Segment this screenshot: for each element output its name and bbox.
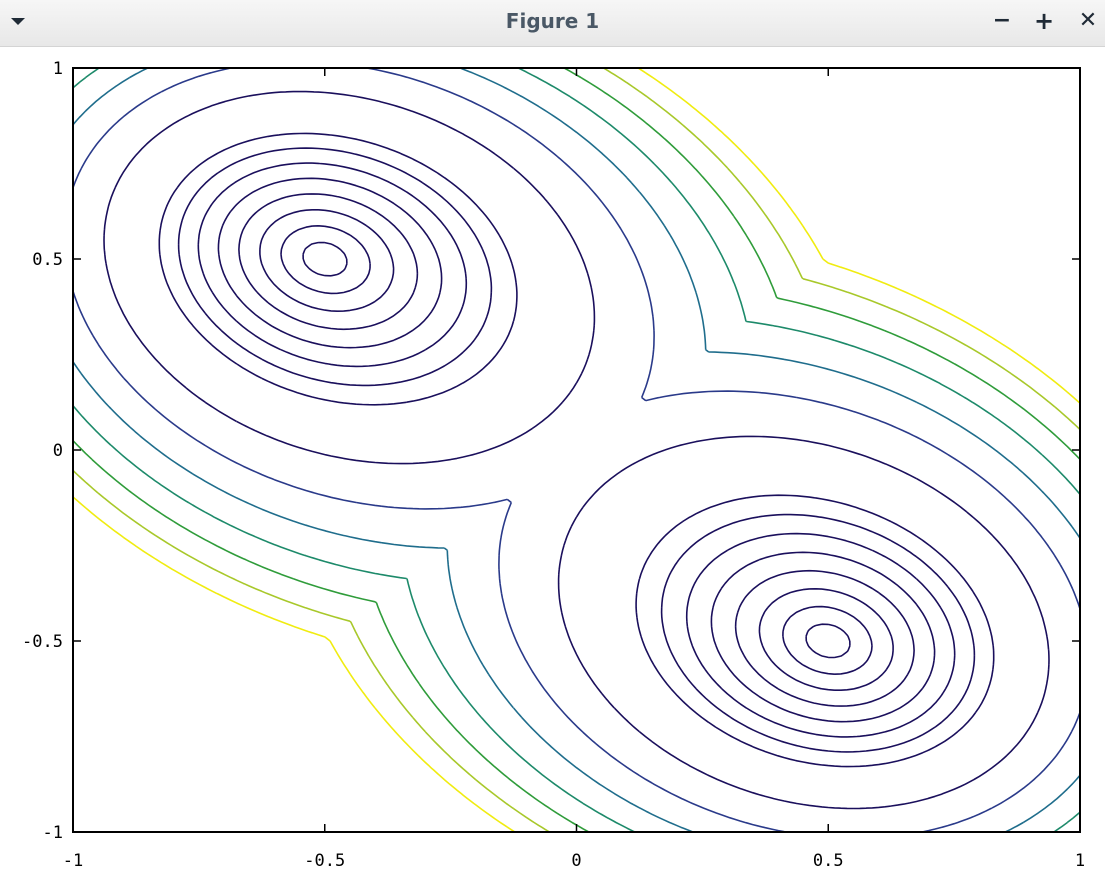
contour-line	[72, 67, 1081, 833]
triangle-down-icon[interactable]	[6, 10, 30, 34]
contour-line	[158, 132, 995, 768]
window-titlebar: Figure 1 − + ✕	[0, 0, 1105, 47]
x-tick-label: 0	[571, 851, 581, 871]
x-tick-label: -1	[63, 851, 83, 871]
axes-frame	[72, 67, 1081, 833]
maximize-button[interactable]: +	[1033, 7, 1055, 35]
contour-line	[280, 225, 873, 675]
y-tick-label: -0.5	[22, 632, 63, 652]
y-tick-label: 0.5	[32, 250, 63, 270]
close-button[interactable]: ✕	[1078, 8, 1098, 33]
contour-line	[72, 67, 1081, 833]
contour-line	[302, 241, 851, 659]
contour-line	[72, 67, 1081, 833]
y-tick-label: -1	[43, 823, 63, 843]
contour-lines	[72, 67, 1081, 833]
y-tick-label: 1	[53, 59, 63, 79]
y-tick-label: 0	[53, 441, 63, 461]
contour-line	[217, 177, 936, 723]
contour-line	[238, 193, 915, 707]
window-title: Figure 1	[505, 9, 600, 33]
contour-plot[interactable]: -1 -0.5 0 0.5 1 -1 -0.5 0 0.5 1	[0, 46, 1105, 874]
contour-line	[72, 67, 1081, 833]
contour-line	[259, 209, 894, 691]
x-tick-label: -0.5	[304, 851, 345, 871]
contour-line	[72, 67, 1081, 833]
minimize-button[interactable]: −	[992, 8, 1012, 33]
axis-tick-labels: -1 -0.5 0 0.5 1 -1 -0.5 0 0.5 1	[22, 59, 1085, 871]
contour-line	[197, 162, 956, 738]
contour-line	[72, 67, 1081, 833]
x-tick-label: 1	[1075, 851, 1085, 871]
axis-ticks	[72, 67, 1081, 833]
contour-line	[103, 90, 1050, 810]
contour-line	[177, 147, 976, 753]
x-tick-label: 0.5	[813, 851, 844, 871]
